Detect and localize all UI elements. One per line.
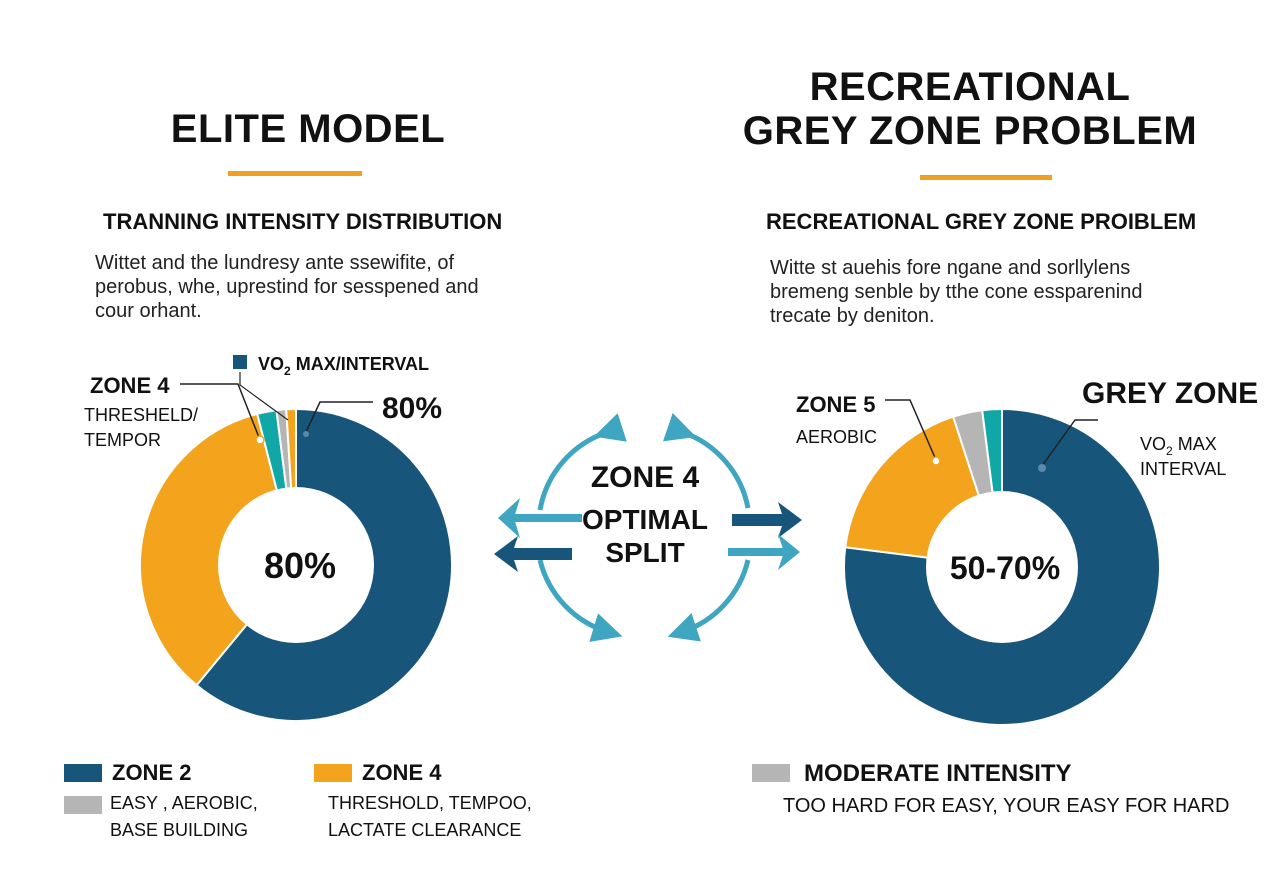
arrow-head-left-bottom	[494, 536, 518, 572]
center-label-optimal: OPTIMAL	[582, 504, 708, 535]
right-description: Witte st auehis fore ngane and sorllylen…	[770, 256, 1142, 328]
right-vo2-leader-line	[1041, 419, 1098, 467]
left-vo2-leader-line	[239, 372, 289, 421]
left-title: ELITE MODEL	[170, 107, 446, 151]
left-value-leader-line	[305, 401, 373, 433]
donut-left-slice-1	[139, 412, 298, 687]
left-description-line: cour orhant.	[95, 300, 202, 322]
left-description-line: perobus, whe, uprestind for sesspened an…	[95, 276, 479, 298]
center-label-split: SPLIT	[605, 537, 684, 568]
legend-desc-easy: EASY , AEROBIC, BASE BUILDING	[110, 790, 258, 844]
right-title-line1: RECREATIONAL	[809, 65, 1131, 109]
left-value-marker	[303, 431, 309, 437]
arrow-arc-top-right	[662, 412, 751, 509]
arrow-bar-left-top	[505, 514, 582, 522]
right-zone-sub: AEROBIC	[796, 427, 877, 447]
donut-center-label-right: 50-70%	[950, 550, 1060, 586]
arrow-bar-right-bottom	[728, 548, 790, 556]
right-zone-marker	[931, 456, 941, 466]
arrow-bar-right-top	[732, 514, 790, 526]
legend-desc-zone4-line2: LACTATE CLEARANCE	[328, 820, 522, 840]
right-title-line2: GREY ZONE PROBLEM	[742, 109, 1198, 153]
left-description-line: Wittet and the lundresy ante ssewifite, …	[95, 252, 455, 274]
arrow-arc-bottom-right	[667, 559, 751, 642]
legend-swatch-moderate	[752, 764, 790, 782]
right-vo2-pre: VO	[1140, 434, 1166, 454]
left-vo2-post: MAX/INTERVAL	[291, 354, 429, 374]
left-zone-sub2: TEMPOR	[84, 430, 161, 450]
right-description-line: bremeng senble by tthe cone essparenind	[770, 281, 1143, 303]
right-description-line: trecate by deniton.	[770, 305, 935, 327]
left-zone-leader-line	[180, 383, 261, 441]
legend-swatch-easy	[64, 796, 102, 814]
left-vo2-swatch	[233, 355, 247, 369]
arrow-arc-top-left	[537, 413, 627, 511]
legend-desc-zone4: THRESHOLD, TEMPOO, LACTATE CLEARANCE	[328, 790, 532, 844]
arrow-head-left-top	[498, 498, 520, 538]
left-zone-marker	[255, 435, 265, 445]
right-vo2-label: VO2 MAX	[1140, 434, 1217, 458]
left-zone-sub1: THRESHELD/	[84, 405, 198, 425]
donut-right-slice-0	[843, 407, 1161, 726]
left-value-label: 80%	[382, 392, 442, 425]
grey-zone-label: GREY ZONE	[1082, 377, 1258, 410]
legend-desc-easy-line2: BASE BUILDING	[110, 820, 249, 840]
legend-swatch-zone4	[314, 764, 352, 782]
legend-label-zone4: ZONE 4	[362, 760, 442, 785]
donut-center-label-left: 80%	[264, 545, 336, 586]
arrow-head-right-bottom	[778, 534, 800, 570]
right-vo2-sub: 2	[1166, 444, 1173, 458]
left-vo2-sub: 2	[284, 364, 291, 378]
right-vo2-line2: INTERVAL	[1140, 459, 1226, 479]
legend-desc-zone4-line1: THRESHOLD, TEMPOO,	[328, 793, 532, 813]
arrow-arc-bottom-left	[537, 559, 623, 642]
legend-desc-moderate: TOO HARD FOR EASY, YOUR EASY FOR HARD	[783, 795, 1230, 817]
right-vo2-marker	[1038, 464, 1046, 472]
left-vo2-label: VO2 MAX/INTERVAL	[258, 354, 429, 378]
legend-desc-easy-line1: EASY , AEROBIC,	[110, 793, 258, 813]
left-description: Wittet and the lundresy ante ssewifite, …	[95, 251, 479, 323]
donut-hole-right	[926, 491, 1078, 643]
center-cycle-arrows	[494, 412, 802, 642]
center-label-zone: ZONE 4	[591, 461, 700, 494]
arrow-bar-left-bottom	[505, 548, 572, 560]
right-subtitle: RECREATIONAL GREY ZONE PROIBLEM	[766, 209, 1197, 234]
right-zone-leader-line	[885, 399, 937, 461]
legend-swatch-zone2	[64, 764, 102, 782]
right-description-line: Witte st auehis fore ngane and sorllylen…	[770, 257, 1131, 279]
left-subtitle: TRANNING INTENSITY DISTRIBUTION	[103, 209, 503, 234]
right-zone-label: ZONE 5	[796, 392, 875, 417]
left-vo2-pre: VO	[258, 354, 284, 374]
left-title-rule	[228, 171, 362, 176]
left-zone-label: ZONE 4	[90, 373, 170, 398]
right-vo2-post: MAX	[1173, 434, 1217, 454]
legend-label-moderate: MODERATE INTENSITY	[804, 760, 1072, 787]
legend-label-zone2: ZONE 2	[112, 760, 192, 785]
right-title-rule	[920, 175, 1052, 180]
donut-hole-left	[218, 487, 374, 643]
arrow-head-right-top	[778, 502, 802, 538]
